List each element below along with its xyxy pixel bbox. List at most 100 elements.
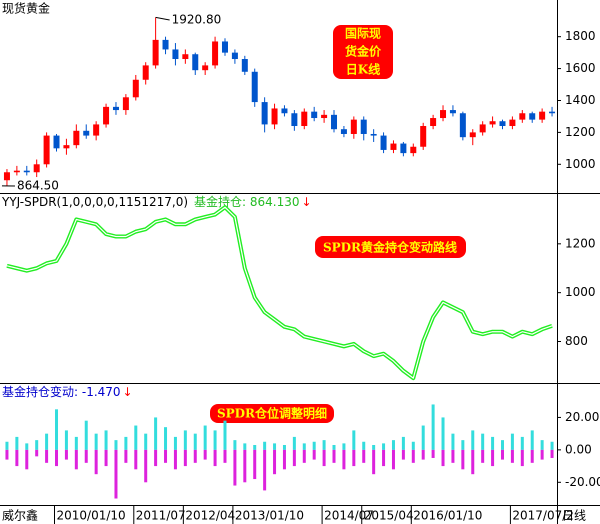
flow-bar: [282, 449, 286, 470]
flow-bar: [183, 449, 187, 467]
flow-bar: [510, 449, 514, 463]
panel-title: YYJ-SPDR(1,0,0,0,0,1151217,0) 基金持仓: 864.1…: [1, 194, 312, 209]
indicator-marker: ↓: [302, 195, 312, 209]
flow-bar: [401, 436, 405, 450]
y-tick-label: 800: [565, 334, 588, 348]
candle-body: [291, 113, 298, 127]
flow-bar: [35, 449, 39, 457]
flow-bar: [322, 449, 326, 467]
flow-bar: [401, 449, 405, 460]
flow-bar: [372, 445, 376, 450]
y-tick-label: 1000: [565, 285, 596, 299]
caption-text: 日K线: [346, 62, 380, 77]
flow-bar: [391, 449, 395, 470]
flow-bar: [263, 441, 267, 450]
flow-bar: [471, 430, 475, 450]
candle-body: [430, 118, 437, 127]
candle-body: [202, 65, 209, 71]
flow-bar: [332, 445, 336, 450]
candle-body: [281, 108, 288, 114]
candle-body: [261, 102, 268, 125]
flow-bar: [352, 430, 356, 450]
candle-body: [321, 114, 328, 119]
flow-bar: [164, 427, 168, 450]
flow-bar: [5, 449, 9, 460]
candle-body: [162, 39, 169, 50]
flow-bar: [312, 441, 316, 450]
annotation-arrow: [155, 16, 170, 21]
flow-bar: [382, 443, 386, 450]
flow-bar: [114, 440, 118, 450]
candle-body: [350, 119, 357, 134]
candle-body: [380, 135, 387, 150]
flow-bar: [382, 449, 386, 467]
caption-box: [210, 404, 334, 423]
candle-body: [221, 41, 228, 53]
x-tick-label: 2016/01/10: [413, 509, 482, 523]
holdings-line-inner: [6, 206, 553, 379]
flow-bar: [94, 449, 98, 475]
flow-bar: [471, 449, 475, 475]
caption-text: SPDR仓位调整明细: [217, 406, 327, 421]
flow-bar: [15, 449, 19, 467]
candle-body: [440, 110, 447, 119]
flow-bar: [233, 440, 237, 450]
flow-bar: [114, 449, 118, 499]
flow-bar: [55, 409, 59, 450]
flow-bar: [94, 433, 98, 450]
flow-bar: [292, 436, 296, 450]
flow-bar: [223, 420, 227, 450]
flow-bar: [441, 449, 445, 467]
flow-bar: [312, 449, 316, 460]
indicator-value: 基金持仓: 864.130: [194, 194, 299, 209]
flow-bar: [540, 449, 544, 460]
candle-body: [3, 172, 10, 181]
candle-body: [529, 113, 536, 120]
flow-bar: [144, 433, 148, 450]
candle-body: [212, 41, 219, 66]
candle-body: [410, 146, 417, 154]
candle-body: [112, 106, 119, 111]
candle-body: [340, 129, 347, 134]
flow-bar: [124, 449, 128, 463]
flow-bar: [134, 449, 138, 470]
candle-body: [360, 119, 367, 134]
flow-bar: [500, 449, 504, 460]
candle-body: [251, 71, 258, 103]
flow-bar: [213, 430, 217, 450]
candle-body: [459, 113, 466, 138]
candle-body: [83, 130, 90, 136]
y-tick-label: 1200: [565, 236, 596, 250]
flow-bar: [530, 430, 534, 450]
candle-body: [519, 113, 526, 120]
flow-bar: [342, 449, 346, 470]
candle-body: [331, 114, 338, 130]
flow-bar: [372, 449, 376, 475]
flow-bar: [25, 449, 29, 470]
flow-bar: [530, 449, 534, 463]
candle-body: [231, 52, 238, 60]
flow-bar: [193, 449, 197, 463]
candle-body: [192, 54, 199, 71]
flow-bar: [45, 449, 49, 463]
candle-body: [539, 111, 546, 120]
flow-bar: [25, 443, 29, 450]
flow-bar: [273, 443, 277, 450]
flow-bar: [362, 441, 366, 450]
x-tick-label: 2012/04: [185, 509, 235, 523]
flow-bar: [461, 440, 465, 450]
candle-body: [23, 170, 30, 173]
y-tick-label: -20.00: [565, 475, 600, 489]
candle-body: [182, 54, 189, 60]
indicator-marker: ↓: [123, 385, 133, 399]
candle-body: [132, 79, 139, 98]
caption-text: 国际现: [345, 27, 381, 41]
candle-body: [103, 106, 110, 125]
flow-bar: [491, 436, 495, 450]
candle-body: [489, 121, 496, 125]
flow-bar: [35, 440, 39, 450]
candle-body: [370, 133, 377, 136]
flow-bar: [362, 449, 366, 463]
